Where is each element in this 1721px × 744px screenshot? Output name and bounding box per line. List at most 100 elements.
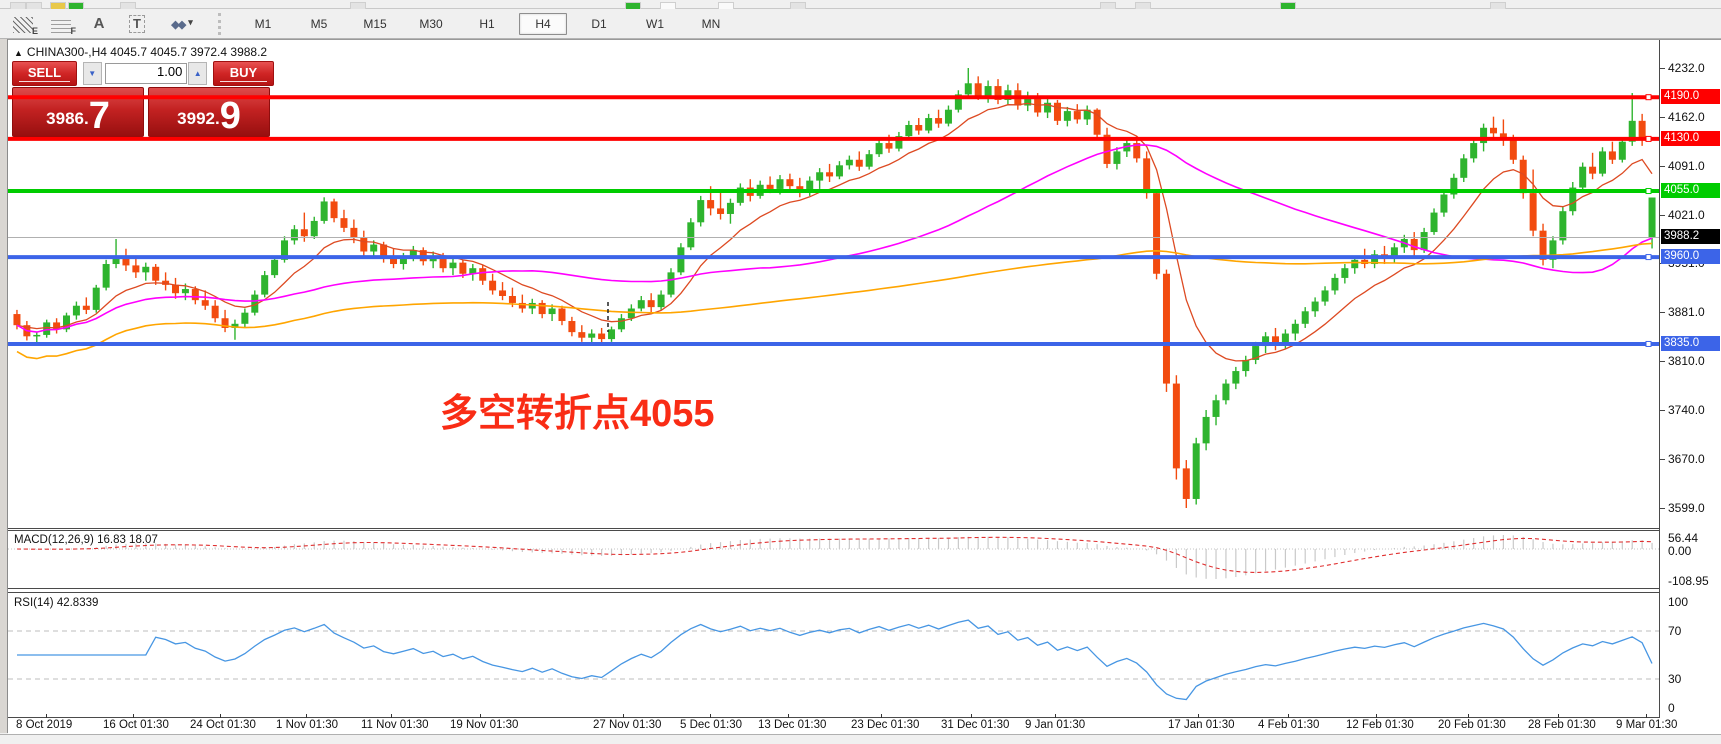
price-tag-3835.0: 3835.0 bbox=[1661, 335, 1720, 351]
macd-histogram bbox=[26, 535, 1653, 579]
chart-annotation-text[interactable]: 多空转折点4055 bbox=[440, 393, 715, 435]
candlesticks bbox=[13, 68, 1656, 508]
main-panel-bottom-border bbox=[8, 528, 1721, 529]
rsi-indicator-label: RSI(14) 42.8339 bbox=[14, 597, 99, 609]
clipped-toolbar-button bbox=[50, 2, 66, 9]
time-tick bbox=[1558, 714, 1559, 718]
axis-tick bbox=[1660, 68, 1665, 69]
clipped-toolbar-button bbox=[1490, 2, 1506, 9]
axis-tick bbox=[1660, 311, 1665, 313]
price-tick-label: 4091.0 bbox=[1668, 159, 1705, 173]
time-label: 23 Dec 01:30 bbox=[851, 719, 920, 731]
time-tick bbox=[306, 714, 307, 718]
fast-ma-line bbox=[16, 102, 1653, 362]
timeframe-button-m1[interactable]: M1 bbox=[254, 16, 272, 31]
chart-toolbar: E F A T ◆◆ ▾ M1 M5 M15 M30 H1 H4 D1 W1 MN bbox=[0, 9, 1721, 39]
text-box-icon[interactable]: T bbox=[122, 12, 152, 36]
time-tick bbox=[1198, 714, 1199, 718]
time-axis[interactable]: 8 Oct 2019 16 Oct 01:30 24 Oct 01:30 1 Nov … bbox=[8, 714, 1721, 733]
price-tick-label: 3599.0 bbox=[1668, 501, 1705, 515]
price-tick-label: 3810.0 bbox=[1668, 354, 1705, 369]
price-tag-4055.0: 4055.0 bbox=[1661, 183, 1720, 199]
macd-axis-max: 56.44 bbox=[1668, 531, 1699, 545]
time-label: 8 Oct 2019 bbox=[16, 719, 73, 731]
timeframe-buttons: M1 M5 M15 M30 H1 H4 D1 W1 MN bbox=[235, 12, 739, 35]
buy-button[interactable]: BUY bbox=[213, 61, 274, 86]
time-tick bbox=[623, 714, 624, 718]
rsi-panel-top-border[interactable] bbox=[8, 592, 1721, 593]
axis-tick bbox=[1660, 409, 1665, 411]
clipped-toolbar-button bbox=[718, 2, 734, 9]
price-tag-4130.0: 4130.0 bbox=[1661, 130, 1720, 146]
time-tick bbox=[133, 714, 134, 718]
clipped-toolbar-button bbox=[26, 2, 42, 9]
clipped-toolbar-button bbox=[660, 2, 676, 9]
rsi-axis-30: 30 bbox=[1668, 672, 1682, 686]
time-label: 13 Dec 01:30 bbox=[758, 719, 827, 731]
time-tick bbox=[788, 714, 789, 718]
timeframe-button-h1[interactable]: H1 bbox=[479, 16, 495, 31]
indicators-hatch-icon[interactable]: E bbox=[8, 12, 38, 36]
time-tick bbox=[1288, 714, 1289, 718]
macd-axis-zero: 0.00 bbox=[1668, 544, 1692, 558]
macd-panel-top-border[interactable] bbox=[8, 530, 1721, 531]
slow-ma-line bbox=[16, 242, 1653, 360]
time-label: 19 Nov 01:30 bbox=[450, 719, 519, 731]
timeframe-button-mn[interactable]: MN bbox=[701, 16, 721, 31]
price-tick-label: 4021.0 bbox=[1668, 207, 1705, 222]
mid-ma-line bbox=[16, 144, 1653, 333]
rsi-panel-chart[interactable] bbox=[8, 593, 1659, 717]
time-tick bbox=[1646, 714, 1647, 718]
axis-tick bbox=[1660, 508, 1665, 509]
time-label: 16 Oct 01:30 bbox=[103, 719, 169, 731]
axis-tick bbox=[1660, 116, 1665, 118]
main-price-chart[interactable] bbox=[8, 40, 1659, 528]
timeframe-button-m30[interactable]: M30 bbox=[419, 16, 443, 31]
timeframe-button-w1[interactable]: W1 bbox=[646, 16, 664, 31]
ohlc-title: ▲ CHINA300-,H4 4045.7 4045.7 3972.4 3988.… bbox=[14, 45, 268, 59]
text-label-icon[interactable]: A bbox=[93, 15, 105, 32]
timeframe-button-m15[interactable]: M15 bbox=[363, 16, 387, 31]
clipped-toolbar-button bbox=[350, 2, 366, 9]
price-tick-label: 3740.0 bbox=[1668, 402, 1705, 417]
bottom-strip bbox=[0, 734, 1721, 744]
timeframe-button-d1[interactable]: D1 bbox=[591, 16, 607, 31]
price-tag-4190.0: 4190.0 bbox=[1661, 89, 1720, 105]
macd-panel-bottom-border bbox=[8, 588, 1721, 589]
time-label: 4 Feb 01:30 bbox=[1258, 719, 1320, 731]
objects-arrows-icon[interactable]: ◆◆ ▾ bbox=[171, 16, 193, 31]
time-tick bbox=[1468, 714, 1469, 718]
macd-signal-line bbox=[16, 536, 1653, 574]
sell-button[interactable]: SELL bbox=[12, 61, 77, 86]
timeframe-button-h4[interactable]: H4 bbox=[519, 12, 567, 35]
time-label: 24 Oct 01:30 bbox=[190, 719, 256, 731]
macd-axis-min: -108.95 bbox=[1668, 574, 1709, 588]
fibonacci-grid-icon[interactable]: F bbox=[46, 12, 76, 36]
volume-input[interactable]: 1.00 bbox=[104, 63, 188, 84]
left-gutter bbox=[0, 39, 8, 733]
clipped-toolbar-button bbox=[1135, 2, 1151, 9]
macd-panel-chart[interactable] bbox=[8, 531, 1659, 588]
time-label: 5 Dec 01:30 bbox=[680, 719, 743, 731]
time-tick bbox=[480, 714, 481, 718]
time-tick bbox=[710, 714, 711, 718]
rsi-axis-100: 100 bbox=[1668, 595, 1689, 609]
timeframe-button-m5[interactable]: M5 bbox=[310, 16, 328, 31]
time-label: 27 Nov 01:30 bbox=[593, 719, 662, 731]
axis-tick bbox=[1660, 214, 1665, 216]
volume-decrease-button[interactable]: ▼ bbox=[82, 62, 102, 85]
axis-tick bbox=[1660, 458, 1665, 460]
time-tick bbox=[391, 714, 392, 718]
price-axis[interactable]: 4232.04162.04091.04021.03951.03881.03810… bbox=[1660, 40, 1721, 733]
time-label: 17 Jan 01:30 bbox=[1168, 719, 1235, 731]
clipped-toolbar-button bbox=[68, 2, 84, 9]
price-tick-label: 4162.0 bbox=[1668, 109, 1705, 124]
time-label: 11 Nov 01:30 bbox=[361, 719, 429, 731]
axis-tick bbox=[1660, 166, 1665, 167]
time-tick bbox=[220, 714, 221, 718]
clipped-toolbar-button bbox=[1280, 2, 1296, 9]
price-tick-label: 3670.0 bbox=[1668, 451, 1705, 466]
time-label: 1 Nov 01:30 bbox=[276, 719, 339, 731]
volume-increase-button[interactable]: ▲ bbox=[188, 62, 208, 85]
